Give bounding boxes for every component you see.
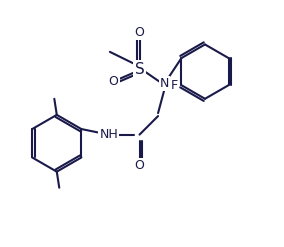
Text: O: O [135, 159, 145, 172]
Text: F: F [171, 79, 178, 92]
Text: O: O [135, 26, 145, 39]
Text: O: O [109, 75, 118, 88]
Text: NH: NH [99, 128, 118, 141]
Text: N: N [160, 78, 169, 90]
Text: S: S [135, 62, 144, 77]
